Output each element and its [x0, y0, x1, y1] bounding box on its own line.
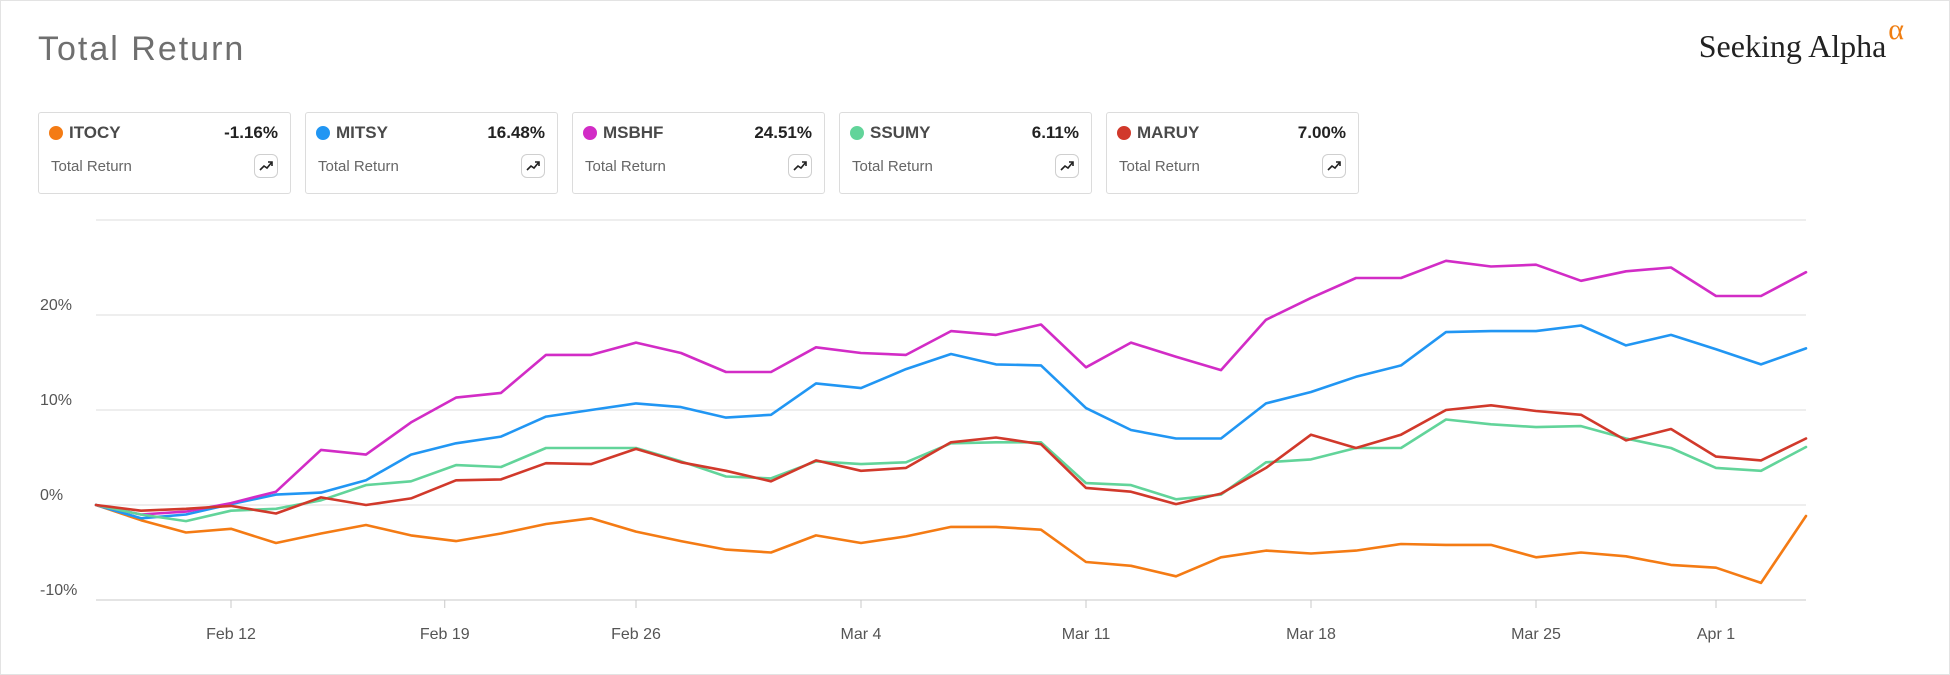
ticker-symbol: SSUMY [870, 123, 931, 142]
ticker-symbol: MARUY [1137, 123, 1200, 142]
total-return-value: 16.48% [487, 123, 545, 142]
y-axis: -10% 0% 10% 20% [40, 297, 77, 599]
trend-chart-button[interactable] [521, 154, 545, 178]
y-tick-label: 10% [40, 392, 72, 409]
trend-chart-button[interactable] [1055, 154, 1079, 178]
x-tick-label: Feb 26 [611, 626, 661, 643]
ticker-symbol: MSBHF [603, 123, 664, 142]
total-return-value: 7.00% [1297, 123, 1346, 142]
series-line-ssumy [94, 418, 1808, 523]
series-line-msbhf [94, 259, 1808, 516]
brand-text: Seeking Alpha [1698, 28, 1887, 64]
ticker-card-msbhf[interactable]: MSBHF 24.51% Total Return [572, 112, 825, 194]
y-tick-label: 20% [40, 297, 72, 314]
x-tick-label: Mar 4 [841, 626, 882, 643]
total-return-label: Total Return [585, 158, 666, 175]
chart-gridlines [96, 219, 1806, 601]
x-axis: Feb 12 Feb 19 Feb 26 Mar 4 Mar 11 Mar 18 Mar 2… [96, 599, 1806, 643]
y-tick-label: 0% [40, 487, 63, 504]
alpha-icon: α [1888, 13, 1904, 46]
ticker-card-ssumy[interactable]: SSUMY 6.11% Total Return [839, 112, 1092, 194]
series-color-dot [49, 126, 63, 140]
ticker-card-mitsy[interactable]: MITSY 16.48% Total Return [305, 112, 558, 194]
series-color-dot [850, 126, 864, 140]
ticker-symbol: MITSY [336, 123, 388, 142]
trend-chart-button[interactable] [254, 154, 278, 178]
series-line-mitsy [94, 324, 1808, 520]
total-return-value: -1.16% [224, 123, 278, 142]
x-tick-label: Mar 18 [1286, 626, 1336, 643]
trending-up-icon [526, 161, 540, 171]
seeking-alpha-logo: Seeking Alphaα [1698, 13, 1904, 65]
y-tick-label: -10% [40, 582, 77, 599]
total-return-label: Total Return [852, 158, 933, 175]
total-return-label: Total Return [318, 158, 399, 175]
chart-series [94, 259, 1808, 585]
ticker-symbol: ITOCY [69, 123, 121, 142]
page-title: Total Return [38, 30, 246, 68]
total-return-label: Total Return [1119, 158, 1200, 175]
series-line-itocy [94, 503, 1808, 585]
x-tick-label: Apr 1 [1697, 626, 1735, 643]
series-color-dot [316, 126, 330, 140]
trend-chart-button[interactable] [1322, 154, 1346, 178]
trending-up-icon [793, 161, 807, 171]
ticker-card-maruy[interactable]: MARUY 7.00% Total Return [1106, 112, 1359, 194]
ticker-card-itocy[interactable]: ITOCY -1.16% Total Return [38, 112, 291, 194]
series-line-maruy [94, 403, 1808, 515]
trending-up-icon [1327, 161, 1341, 171]
x-tick-label: Mar 11 [1062, 626, 1111, 643]
trend-chart-button[interactable] [788, 154, 812, 178]
series-color-dot [583, 126, 597, 140]
x-tick-label: Mar 25 [1511, 626, 1561, 643]
total-return-label: Total Return [51, 158, 132, 175]
total-return-value: 24.51% [754, 123, 812, 142]
x-tick-label: Feb 19 [420, 626, 470, 643]
x-tick-label: Feb 12 [206, 626, 256, 643]
trending-up-icon [1060, 161, 1074, 171]
total-return-value: 6.11% [1031, 123, 1079, 142]
series-color-dot [1117, 126, 1131, 140]
trending-up-icon [259, 161, 273, 171]
